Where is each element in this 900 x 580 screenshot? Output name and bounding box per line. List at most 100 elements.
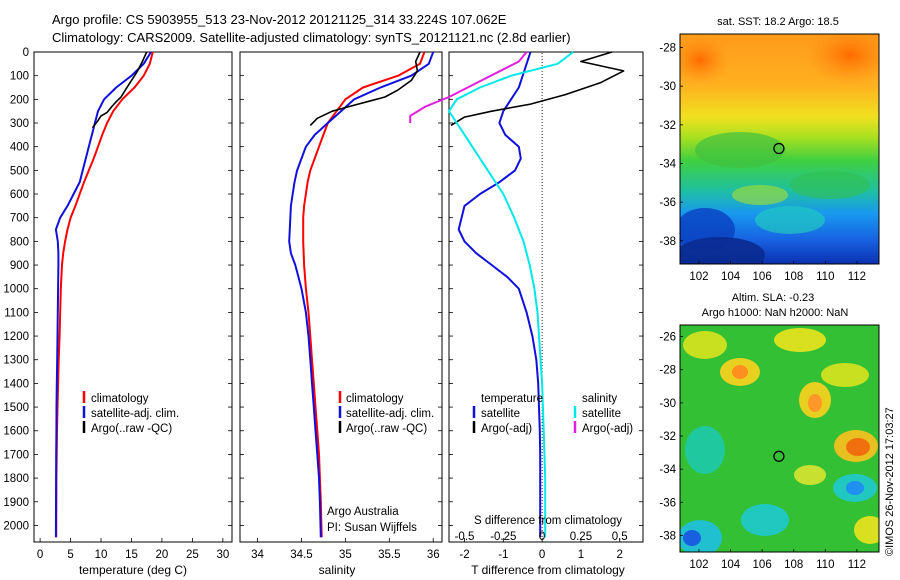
- imos-timestamp: ©IMOS 26-Nov-2012 17:03:27: [884, 407, 896, 556]
- x-tick-label: 34.5: [290, 549, 312, 561]
- x-tick-label: 2: [617, 549, 623, 561]
- legend-label-satellite: satellite-adj. clim.: [346, 408, 434, 420]
- sst-green-patch: [790, 171, 870, 199]
- lat-tick-label: -38: [659, 530, 676, 542]
- series-line-satellite-adj-clim: [288, 51, 435, 538]
- s-tick-label: -0.25: [490, 531, 516, 543]
- x-tick-label: 36: [427, 549, 440, 561]
- depth-tick-label: 500: [10, 165, 29, 177]
- lon-tick-label: 110: [816, 271, 834, 283]
- lat-tick-label: -34: [659, 464, 676, 476]
- s-tick-label: 0.5: [612, 531, 628, 543]
- depth-tick-label: 300: [10, 118, 29, 130]
- temperature-legend: climatology satellite-adj. clim. Argo(..…: [82, 391, 179, 435]
- lat-tick-label: -30: [659, 398, 676, 410]
- sla-map-title-1: Altim. SLA: -0.23: [732, 292, 815, 304]
- depth-tick-label: 1200: [3, 331, 29, 343]
- sst-blue-patch: [680, 237, 765, 264]
- legend-label-sal-argo: Argo(-adj): [582, 423, 633, 435]
- sst-warm-patch: [805, 34, 879, 85]
- sla-yellow-patch: [794, 465, 826, 485]
- x-tick-label: 35.5: [378, 549, 400, 561]
- x-tick-label: 20: [156, 549, 169, 561]
- depth-tick-label: 1800: [3, 473, 29, 485]
- legend-label-temp-satellite: satellite: [481, 408, 520, 420]
- sla-cyan-patch: [741, 504, 789, 536]
- depth-tick-label: 1700: [3, 449, 29, 461]
- legend-label-climatology: climatology: [91, 393, 149, 405]
- s-difference-label: S difference from climatology: [474, 515, 622, 527]
- s-tick-label: -0.5: [455, 531, 475, 543]
- x-tick-label: 5: [67, 549, 73, 561]
- x-tick-label: 34: [251, 549, 264, 561]
- legend-label-satellite: satellite-adj. clim.: [91, 408, 179, 420]
- lon-tick-label: 106: [753, 271, 772, 283]
- depth-tick-label: 700: [10, 213, 29, 225]
- sla-orange-spot: [808, 394, 822, 412]
- x-tick-label: 35: [339, 549, 352, 561]
- lat-tick-label: -34: [659, 158, 676, 170]
- sla-blue-spot: [683, 530, 701, 546]
- sla-blue-spot: [846, 481, 864, 495]
- x-tick-label: 30: [216, 549, 229, 561]
- legend-label-argo: Argo(..raw -QC): [346, 423, 427, 435]
- header-line-2: Climatology: CARS2009. Satellite-adjuste…: [52, 30, 571, 45]
- depth-tick-label: 200: [10, 94, 29, 106]
- x-tick-label: 25: [186, 549, 199, 561]
- lon-tick-label: 112: [848, 271, 866, 283]
- sla-lat-ticks: -26 -28 -30 -32 -34 -36 -38: [659, 332, 683, 542]
- depth-tick-label: 800: [10, 236, 29, 248]
- depth-tick-label: 0: [23, 47, 29, 59]
- lon-tick-label: 102: [689, 271, 708, 283]
- sla-float-marker: [773, 450, 785, 462]
- lat-tick-label: -36: [659, 197, 676, 209]
- legend-temperature-title: temperature: [481, 393, 543, 405]
- sst-warm-patch: [680, 35, 730, 85]
- sla-map: [680, 325, 879, 552]
- sla-yellow-patch: [683, 331, 727, 359]
- lat-tick-label: -28: [659, 43, 676, 55]
- lat-tick-label: -32: [659, 431, 676, 443]
- depth-tick-label: 1900: [3, 497, 29, 509]
- series-line-temperature-satellite: [457, 51, 542, 538]
- legend-label-temp-argo: Argo(-adj): [481, 423, 532, 435]
- salinity-panel-frame: [239, 51, 443, 543]
- difference-t-ticks: -2 -1 0 1 2: [459, 538, 623, 561]
- depth-tick-label: 1300: [3, 355, 29, 367]
- series-line-climatology: [302, 51, 426, 538]
- x-tick-label: 0: [37, 549, 43, 561]
- difference-s-ticks: -0.5 -0.25 0 0.25 0.5: [455, 531, 628, 543]
- salinity-legend: climatology satellite-adj. clim. Argo(..…: [338, 391, 434, 435]
- salinity-axis-label: salinity: [319, 563, 356, 577]
- series-line-argo-raw-qc: [309, 51, 421, 126]
- series-line-salinity-argo-adj-: [409, 51, 528, 123]
- series-line-satellite-adj-clim: [54, 51, 152, 538]
- salinity-lines: [288, 51, 435, 538]
- legend-salinity-title: salinity: [582, 393, 617, 405]
- x-tick-label: 15: [125, 549, 138, 561]
- s-tick-label: 0.25: [570, 531, 592, 543]
- lon-tick-label: 108: [784, 271, 803, 283]
- lat-tick-label: -30: [659, 81, 676, 93]
- depth-tick-label: 1500: [3, 402, 29, 414]
- x-tick-label: -2: [459, 549, 469, 561]
- sst-yellow-patch: [732, 185, 788, 205]
- difference-axis-label: T difference from climatology: [471, 563, 625, 577]
- depth-tick-label: 1600: [3, 426, 29, 438]
- x-tick-label: 10: [95, 549, 108, 561]
- x-tick-label: 1: [578, 549, 584, 561]
- lon-tick-label: 112: [848, 559, 866, 571]
- lat-tick-label: -28: [659, 365, 676, 377]
- sla-yellow-patch: [821, 363, 869, 387]
- pi-note: PI: Susan Wijffels: [327, 522, 417, 534]
- depth-tick-label: 1400: [3, 378, 29, 390]
- legend-label-climatology: climatology: [346, 393, 404, 405]
- difference-legend: temperature satellite Argo(-adj) salinit…: [472, 393, 633, 435]
- sla-lon-ticks: 102 104 106 108 110 112: [689, 549, 866, 571]
- sla-map-title-2: Argo h1000: NaN h2000: NaN: [702, 307, 849, 319]
- x-tick-label: 0: [539, 549, 545, 561]
- depth-tick-label: 400: [10, 142, 29, 154]
- sst-map: [680, 34, 879, 264]
- salinity-x-ticks: 34 34.5 35 35.5 36: [251, 538, 440, 561]
